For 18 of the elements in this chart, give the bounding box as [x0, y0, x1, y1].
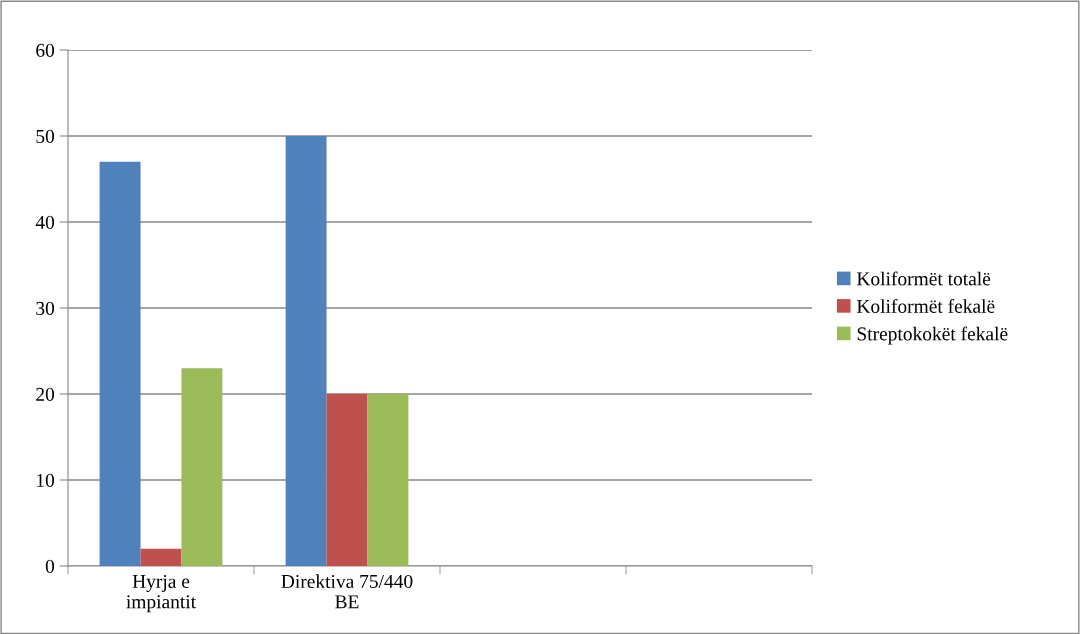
y-tick-label: 40: [35, 215, 55, 229]
y-tick-label: 30: [36, 301, 55, 315]
y-tick-label: 50: [36, 129, 55, 143]
y-tick-label: 60: [36, 43, 55, 57]
x-tick-label: Direktiva 75/440 BE: [281, 574, 413, 609]
bar: [326, 394, 368, 566]
x-tick-label: Hyrja e impiantit: [126, 574, 196, 613]
bar: [181, 368, 223, 566]
legend-label: Koliformët totalë: [856, 271, 991, 286]
legend-label: Streptokokët fekalë: [857, 326, 1008, 345]
legend-label: Koliformët fekalë: [856, 299, 995, 313]
y-tick-label: 20: [36, 387, 55, 401]
y-tick-label: 10: [37, 473, 55, 487]
bar: [140, 548, 182, 566]
bar: [99, 161, 141, 566]
bar: [285, 136, 327, 566]
bar: [367, 394, 409, 566]
y-tick-label: 0: [45, 559, 55, 573]
